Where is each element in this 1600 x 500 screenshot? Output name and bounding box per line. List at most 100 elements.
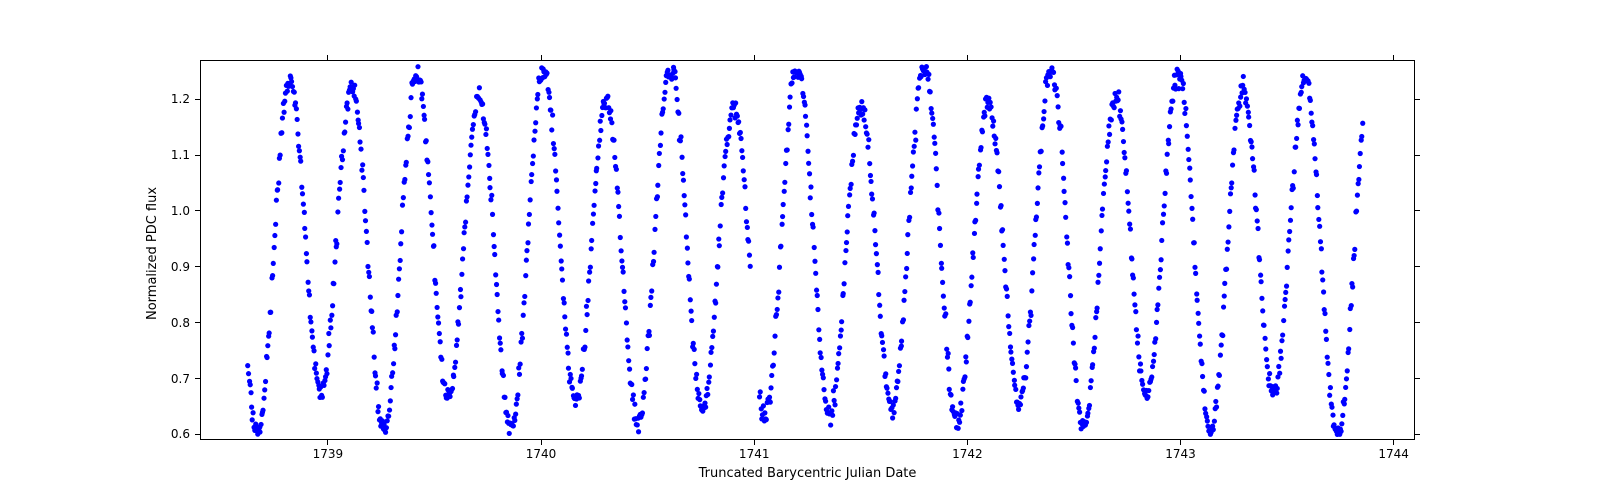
- data-point: [829, 408, 834, 413]
- data-point: [1026, 323, 1031, 328]
- y-tick-right: [1415, 99, 1420, 100]
- data-point: [685, 246, 690, 251]
- data-point: [866, 137, 871, 142]
- data-point: [1030, 270, 1035, 275]
- data-point: [868, 179, 873, 184]
- data-point: [1312, 141, 1317, 146]
- data-point: [308, 319, 313, 324]
- data-point: [705, 392, 710, 397]
- data-point: [332, 259, 337, 264]
- data-point: [1255, 218, 1260, 223]
- data-point: [651, 259, 656, 264]
- data-point: [1028, 313, 1033, 318]
- data-point: [262, 387, 267, 392]
- data-point: [910, 163, 915, 168]
- data-point: [946, 366, 951, 371]
- data-point: [530, 161, 535, 166]
- data-point: [994, 150, 999, 155]
- data-point: [1194, 291, 1199, 296]
- data-point: [838, 333, 843, 338]
- data-point: [805, 149, 810, 154]
- data-point: [946, 351, 951, 356]
- data-point: [1055, 93, 1060, 98]
- data-point: [1008, 349, 1013, 354]
- data-point: [833, 384, 838, 389]
- data-point: [1033, 233, 1038, 238]
- data-point: [619, 248, 624, 253]
- data-point: [1164, 171, 1169, 176]
- data-point: [554, 189, 559, 194]
- data-point: [964, 359, 969, 364]
- data-point: [969, 275, 974, 280]
- data-point: [839, 327, 844, 332]
- data-point: [268, 310, 273, 315]
- data-point: [1008, 344, 1013, 349]
- data-point: [1045, 83, 1050, 88]
- data-point: [495, 309, 500, 314]
- x-tick: [967, 440, 968, 445]
- data-point: [757, 394, 762, 399]
- data-point: [988, 100, 993, 105]
- data-point: [786, 122, 791, 127]
- data-point: [896, 369, 901, 374]
- y-tick: [195, 155, 200, 156]
- data-point: [662, 96, 667, 101]
- data-point: [546, 90, 551, 95]
- data-point: [777, 265, 782, 270]
- data-point: [846, 204, 851, 209]
- data-point: [285, 89, 290, 94]
- data-point: [455, 337, 460, 342]
- data-point: [865, 132, 870, 137]
- data-point: [457, 305, 462, 310]
- data-point: [1016, 407, 1021, 412]
- data-point: [311, 348, 316, 353]
- data-point: [529, 179, 534, 184]
- data-point: [1060, 161, 1065, 166]
- data-point: [1347, 327, 1352, 332]
- data-point: [823, 399, 828, 404]
- y-tick-label: 1.0: [171, 204, 190, 218]
- data-point: [1343, 385, 1348, 390]
- data-point: [1260, 308, 1265, 313]
- data-point: [783, 161, 788, 166]
- data-point: [617, 214, 622, 219]
- data-point: [565, 345, 570, 350]
- data-point: [1098, 246, 1103, 251]
- data-point: [768, 385, 773, 390]
- data-point: [747, 253, 752, 258]
- x-tick-top: [754, 55, 755, 60]
- data-point: [307, 292, 312, 297]
- data-point: [357, 125, 362, 130]
- data-point: [938, 243, 943, 248]
- data-point: [1097, 261, 1102, 266]
- data-point: [1261, 323, 1266, 328]
- data-point: [1155, 307, 1160, 312]
- data-point: [462, 230, 467, 235]
- data-point: [968, 300, 973, 305]
- data-point: [1259, 279, 1264, 284]
- data-point: [1259, 296, 1264, 301]
- data-point: [712, 315, 717, 320]
- data-point: [835, 361, 840, 366]
- data-point: [590, 221, 595, 226]
- data-point: [354, 99, 359, 104]
- data-point: [844, 240, 849, 245]
- data-point: [587, 270, 592, 275]
- data-point: [589, 246, 594, 251]
- data-point: [1109, 117, 1114, 122]
- data-point: [1076, 401, 1081, 406]
- data-point: [745, 225, 750, 230]
- y-tick-right: [1415, 266, 1420, 267]
- data-point: [1312, 156, 1317, 161]
- data-point: [582, 345, 587, 350]
- data-point: [862, 117, 867, 122]
- data-point: [912, 144, 917, 149]
- data-point: [1355, 193, 1360, 198]
- data-point: [492, 252, 497, 257]
- data-point: [279, 130, 284, 135]
- data-point: [1309, 111, 1314, 116]
- data-point: [821, 375, 826, 380]
- x-tick-label: 1744: [1378, 447, 1409, 461]
- data-point: [461, 246, 466, 251]
- data-point: [929, 111, 934, 116]
